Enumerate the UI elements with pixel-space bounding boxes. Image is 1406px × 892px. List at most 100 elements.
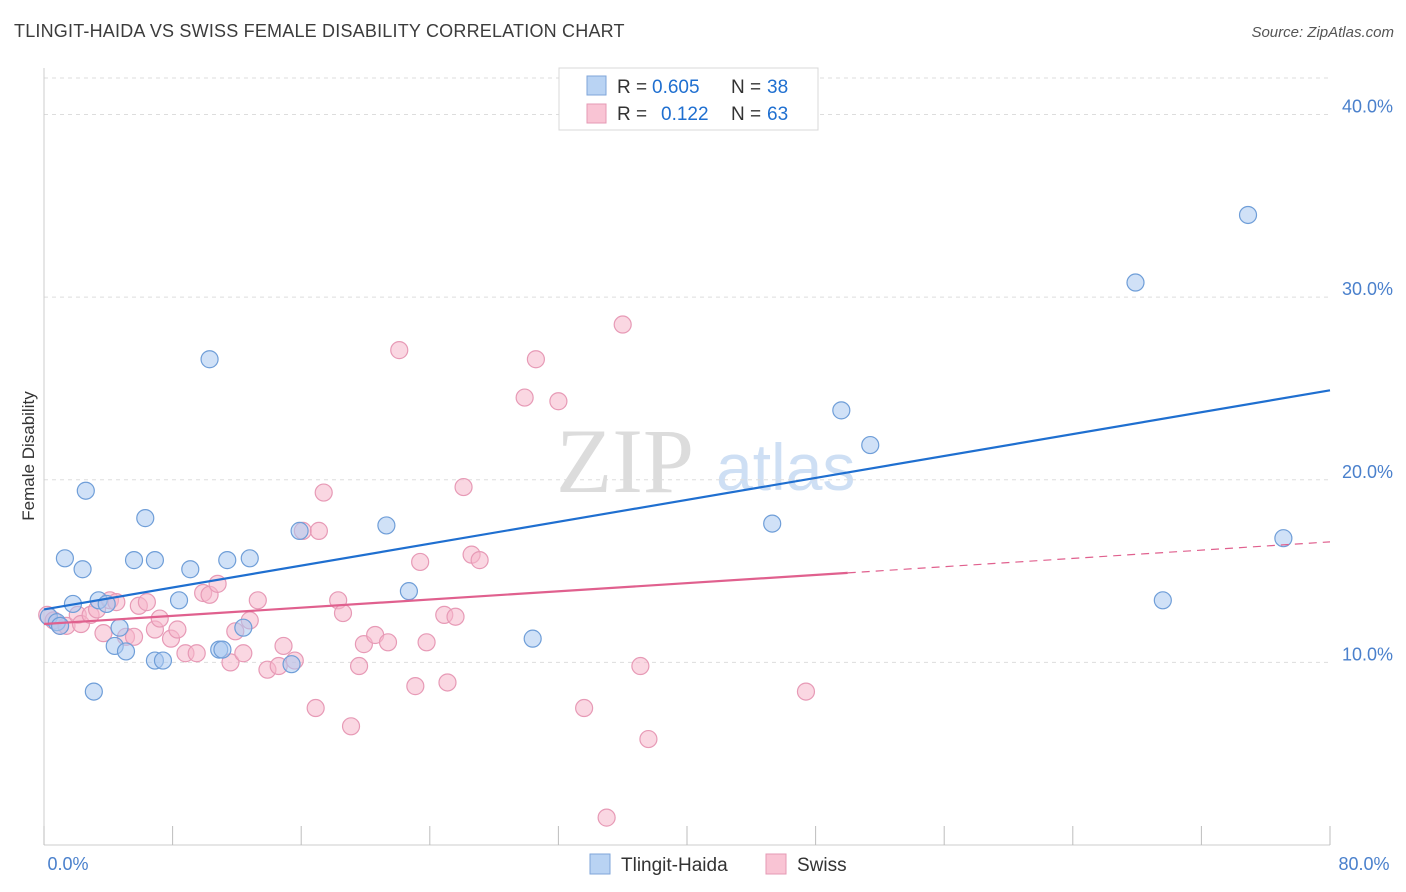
source-label: Source: ZipAtlas.com: [1251, 24, 1394, 41]
legend-swatch-tlingit-haida: [589, 853, 611, 875]
tlingit-haida-point: [50, 616, 70, 635]
y-tick-label: 20.0%: [1342, 462, 1393, 482]
swiss-point: [378, 633, 398, 652]
swiss-points: [38, 315, 816, 827]
watermark-zip: ZIP: [556, 410, 694, 512]
trend-line-tlingit-haida: [43, 389, 1331, 611]
tlingit-haida-point: [1238, 205, 1258, 225]
stats-legend-swatch-blue: [586, 75, 607, 96]
tlingit-haida-point: [234, 618, 253, 637]
swiss-point: [631, 656, 650, 676]
swiss-point: [333, 603, 353, 623]
tlingit-haida-point: [116, 642, 136, 661]
stats-n-value-1: 38: [767, 77, 788, 98]
swiss-point: [306, 698, 325, 718]
trend-line-swiss: [43, 571, 848, 626]
tlingit-haida-point: [145, 551, 165, 570]
tlingit-haida-point: [110, 618, 129, 637]
swiss-point: [248, 591, 267, 610]
swiss-point: [274, 636, 293, 656]
tlingit-haida-point: [169, 591, 189, 610]
tlingit-haida-point: [1126, 273, 1145, 292]
y-tick-label: 40.0%: [1342, 97, 1393, 117]
tlingit-haida-point: [282, 655, 301, 674]
swiss-point: [597, 808, 616, 827]
stats-n-label-2: N =: [731, 104, 761, 125]
swiss-point: [234, 644, 253, 663]
stats-r-value-1: 0.605: [652, 77, 700, 98]
trend-line-swiss-extension: [847, 541, 1331, 574]
tlingit-haida-point: [136, 509, 155, 528]
swiss-point: [94, 624, 113, 643]
swiss-point: [526, 350, 545, 369]
tlingit-haida-point: [861, 435, 880, 455]
stats-legend-swatch-pink: [586, 103, 607, 124]
tlingit-haida-point: [832, 401, 851, 420]
tlingit-haida-point: [763, 514, 782, 533]
stats-legend: R = 0.605 N = 38 R = 0.122 N = 63: [558, 67, 819, 131]
stats-r-label-1: R =: [617, 77, 647, 98]
tlingit-haida-point: [200, 350, 219, 369]
swiss-point: [515, 388, 534, 407]
swiss-point: [411, 552, 430, 572]
y-axis-label: Female Disability: [19, 391, 38, 521]
tlingit-haida-point: [76, 481, 95, 500]
swiss-point: [124, 627, 144, 646]
swiss-point: [309, 521, 328, 540]
tlingit-haida-point: [1274, 529, 1293, 548]
tlingit-haida-point: [290, 521, 309, 540]
watermark: ZIP atlas: [556, 410, 855, 512]
swiss-point: [221, 653, 240, 672]
swiss-point: [454, 477, 473, 497]
tlingit-haida-point: [1153, 591, 1172, 610]
tlingit-haida-point: [218, 551, 237, 570]
tlingit-haida-point: [73, 560, 92, 579]
legend-label-swiss: Swiss: [797, 855, 847, 876]
tlingit-haida-point: [84, 682, 103, 701]
swiss-point: [406, 677, 425, 696]
stats-n-value-2: 63: [767, 104, 788, 125]
tlingit-haida-point: [181, 560, 200, 579]
stats-r-value-2: 0.122: [661, 104, 709, 125]
tlingit-haida-point: [523, 629, 542, 648]
trend-lines: [43, 389, 1331, 626]
stats-n-label-1: N =: [731, 77, 761, 98]
y-tick-label: 10.0%: [1342, 644, 1393, 664]
watermark-atlas: atlas: [716, 430, 855, 504]
swiss-point: [314, 483, 333, 502]
swiss-point: [639, 729, 658, 749]
y-tick-labels: 10.0% 20.0% 30.0% 40.0%: [1342, 97, 1393, 665]
chart-title: TLINGIT-HAIDA VS SWISS FEMALE DISABILITY…: [14, 21, 625, 41]
tlingit-haida-point: [55, 549, 74, 568]
x-tick-label-min: 0.0%: [47, 854, 88, 874]
stats-r-label-2: R =: [617, 104, 647, 125]
x-axis-ticks: [43, 826, 1331, 845]
swiss-point: [796, 682, 816, 701]
swiss-point: [417, 633, 436, 652]
tlingit-haida-point: [240, 549, 259, 568]
swiss-point: [549, 392, 568, 411]
y-tick-label: 30.0%: [1342, 279, 1393, 299]
swiss-point: [613, 315, 632, 334]
swiss-point: [150, 609, 169, 628]
swiss-point: [349, 656, 369, 676]
tlingit-haida-point: [153, 651, 173, 670]
swiss-point: [575, 698, 594, 718]
tlingit-haida-point: [213, 640, 232, 659]
series-legend: Tlingit-Haida Swiss: [589, 853, 847, 876]
x-tick-label-max: 80.0%: [1338, 854, 1389, 874]
swiss-point: [168, 620, 187, 639]
legend-swatch-swiss: [765, 853, 787, 875]
swiss-point: [187, 644, 206, 663]
swiss-point: [446, 607, 465, 626]
legend-label-tlingit-haida: Tlingit-Haida: [621, 855, 728, 876]
swiss-point: [438, 673, 457, 692]
tlingit-haida-point: [124, 551, 144, 570]
swiss-point: [137, 593, 156, 612]
tlingit-haida-point: [377, 516, 396, 535]
swiss-point: [470, 551, 489, 570]
swiss-point: [341, 717, 361, 736]
tlingit-haida-point: [399, 582, 419, 601]
swiss-point: [390, 341, 409, 360]
